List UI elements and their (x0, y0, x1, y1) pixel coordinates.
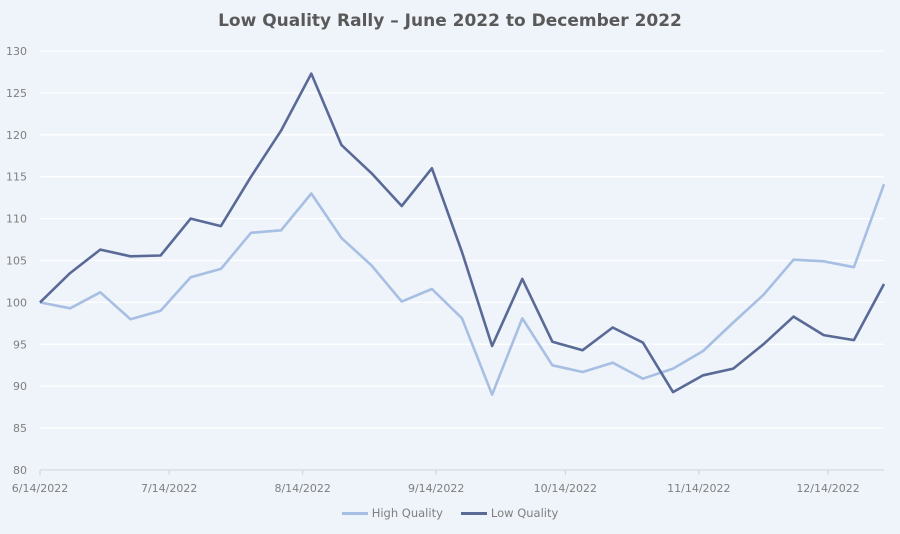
x-tick-label: 9/14/2022 (408, 482, 464, 495)
y-tick-label: 110 (6, 213, 27, 226)
legend-label: Low Quality (490, 506, 559, 520)
series-line-low-quality (39, 72, 886, 394)
x-tick-label: 8/14/2022 (274, 482, 330, 495)
y-tick-label: 105 (6, 255, 27, 268)
y-tick-label: 90 (13, 380, 27, 393)
x-tick-label: 12/14/2022 (796, 482, 859, 495)
x-tick-label: 11/14/2022 (667, 482, 730, 495)
legend-item-high-quality: High Quality (341, 506, 443, 520)
legend-item-low-quality: Low Quality (460, 506, 559, 520)
y-tick-label: 120 (6, 129, 27, 142)
legend-swatch (341, 511, 368, 515)
y-tick-label: 115 (6, 171, 27, 184)
y-tick-label: 130 (6, 45, 27, 58)
y-tick-label: 95 (13, 338, 27, 351)
y-tick-label: 125 (6, 87, 27, 100)
legend-swatch (460, 511, 487, 515)
y-tick-label: 100 (6, 296, 27, 309)
legend: High Quality Low Quality (0, 506, 900, 520)
y-tick-label: 85 (13, 422, 27, 435)
x-tick-label: 6/14/2022 (12, 482, 68, 495)
legend-label: High Quality (371, 506, 443, 520)
chart-title: Low Quality Rally – June 2022 to Decembe… (218, 11, 682, 31)
y-tick-label: 80 (13, 464, 27, 477)
x-tick-label: 10/14/2022 (534, 482, 597, 495)
series-line-high-quality (39, 183, 886, 396)
x-tick-label: 7/14/2022 (141, 482, 197, 495)
